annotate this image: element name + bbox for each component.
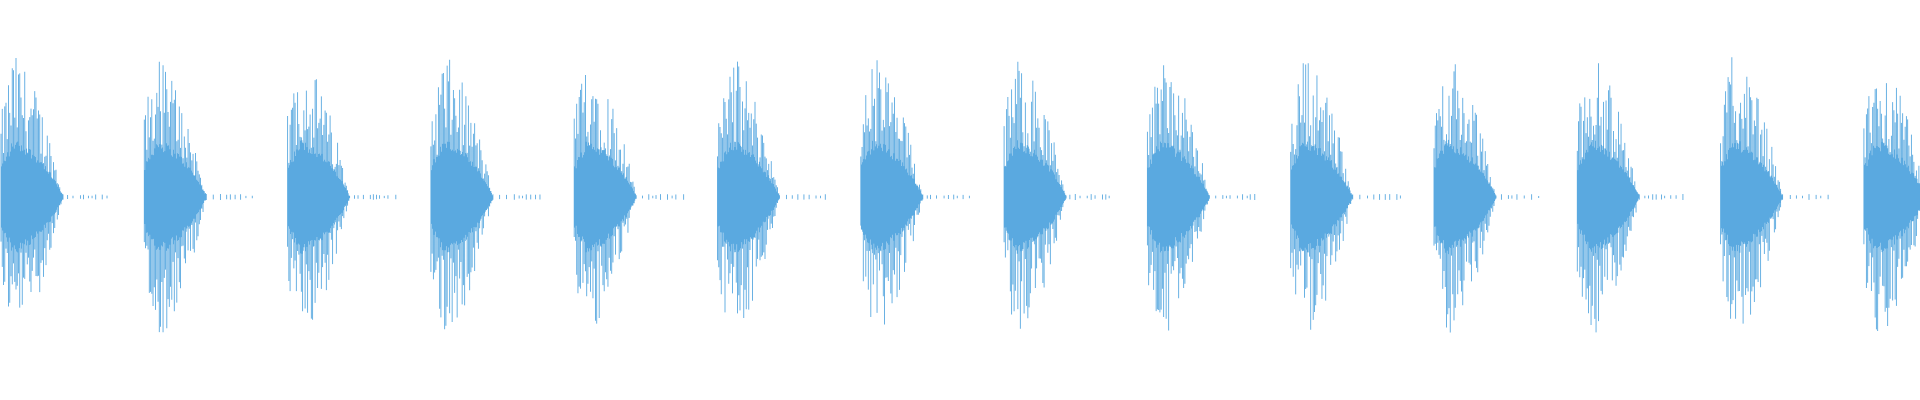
wave-burst — [1576, 63, 1684, 333]
wave-burst — [0, 58, 108, 308]
wave-burst — [1720, 57, 1829, 324]
wave-burst — [1003, 61, 1110, 329]
wave-burst — [717, 61, 826, 318]
wave-burst — [143, 61, 253, 333]
wave-burst — [1146, 65, 1256, 331]
wave-burst — [1290, 63, 1401, 330]
wave-burst — [1433, 64, 1540, 333]
wave-burst — [1863, 83, 1920, 331]
wave-burst — [430, 59, 541, 330]
wave-burst — [860, 60, 970, 325]
wave-burst — [573, 75, 685, 324]
wave-burst — [287, 79, 397, 320]
